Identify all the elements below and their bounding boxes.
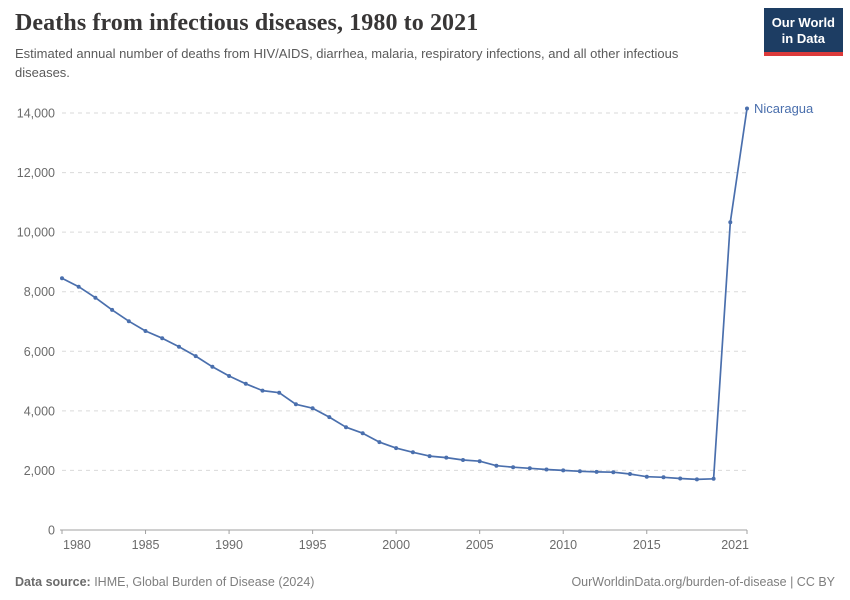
data-point[interactable] xyxy=(461,458,465,462)
data-point[interactable] xyxy=(193,354,198,359)
y-axis-tick-label: 14,000 xyxy=(17,107,55,121)
data-point[interactable] xyxy=(577,469,582,474)
data-point[interactable] xyxy=(477,459,482,464)
x-axis-tick-label: 2010 xyxy=(549,538,577,552)
data-point[interactable] xyxy=(694,477,699,482)
owid-logo-line2: in Data xyxy=(781,31,826,47)
chart-header: Deaths from infectious diseases, 1980 to… xyxy=(15,10,755,83)
data-point[interactable] xyxy=(360,431,365,436)
data-point[interactable] xyxy=(210,364,215,369)
x-axis-tick-label: 2005 xyxy=(466,538,494,552)
data-point[interactable] xyxy=(410,450,415,455)
license-badge: | CC BY xyxy=(786,575,835,589)
data-point[interactable] xyxy=(511,465,516,470)
attribution: OurWorldinData.org/burden-of-disease | C… xyxy=(571,575,835,589)
series-entity-label[interactable]: Nicaragua xyxy=(754,101,814,116)
data-point[interactable] xyxy=(143,329,148,333)
data-point[interactable] xyxy=(60,276,64,281)
x-axis-tick-label: 1995 xyxy=(299,538,327,552)
data-point[interactable] xyxy=(427,454,432,459)
data-source-text: IHME, Global Burden of Disease (2024) xyxy=(90,575,315,589)
data-point[interactable] xyxy=(293,402,298,407)
data-point[interactable] xyxy=(661,475,666,480)
data-point[interactable] xyxy=(160,336,165,341)
data-point[interactable] xyxy=(110,307,115,312)
data-source-label: Data source: xyxy=(15,575,91,589)
x-axis-tick-label: 2000 xyxy=(382,538,410,552)
data-point[interactable] xyxy=(527,466,532,471)
data-point[interactable] xyxy=(544,467,549,472)
data-point[interactable] xyxy=(177,344,181,349)
data-point[interactable] xyxy=(243,381,248,386)
data-point[interactable] xyxy=(494,463,499,468)
owid-logo[interactable]: Our World in Data xyxy=(763,8,843,56)
data-point[interactable] xyxy=(394,446,399,451)
data-point[interactable] xyxy=(745,106,749,111)
chart-footer: Data source: IHME, Global Burden of Dise… xyxy=(15,575,835,589)
data-point[interactable] xyxy=(444,455,449,460)
y-axis-tick-label: 4,000 xyxy=(24,404,55,418)
y-axis-tick-label: 2,000 xyxy=(24,464,55,478)
data-point[interactable] xyxy=(561,468,566,473)
x-axis-tick-label: 2015 xyxy=(633,538,661,552)
data-point[interactable] xyxy=(344,425,348,430)
data-point[interactable] xyxy=(611,470,616,475)
owid-logo-line1: Our World xyxy=(771,15,835,30)
data-point[interactable] xyxy=(260,388,265,393)
x-axis-tick-label: 1985 xyxy=(132,538,160,552)
data-point[interactable] xyxy=(644,474,649,479)
data-point[interactable] xyxy=(310,406,315,411)
data-source-note: Data source: IHME, Global Burden of Dise… xyxy=(15,575,314,589)
y-axis-tick-label: 10,000 xyxy=(17,226,55,240)
data-point[interactable] xyxy=(711,476,716,481)
data-point[interactable] xyxy=(277,390,282,395)
chart-subtitle: Estimated annual number of deaths from H… xyxy=(15,46,679,80)
data-point[interactable] xyxy=(628,472,632,476)
page-title: Deaths from infectious diseases, 1980 to… xyxy=(15,10,479,36)
y-axis-tick-label: 0 xyxy=(48,524,55,538)
y-axis-tick-label: 8,000 xyxy=(24,285,55,299)
data-point[interactable] xyxy=(126,319,131,324)
data-series-line[interactable] xyxy=(61,108,748,481)
y-axis-tick-label: 12,000 xyxy=(17,166,55,180)
owid-url-link[interactable]: OurWorldinData.org/burden-of-disease xyxy=(571,575,787,589)
x-axis-tick-label: 1990 xyxy=(215,538,243,552)
data-point[interactable] xyxy=(594,469,599,474)
data-point[interactable] xyxy=(377,440,382,445)
x-axis-tick-label: 1980 xyxy=(63,538,91,552)
data-point[interactable] xyxy=(678,476,683,481)
y-axis-tick-label: 6,000 xyxy=(24,345,55,359)
x-axis-tick-label: 2021 xyxy=(721,538,749,552)
data-point[interactable] xyxy=(327,415,332,420)
data-point[interactable] xyxy=(93,295,98,300)
data-point[interactable] xyxy=(728,220,733,225)
data-point[interactable] xyxy=(76,284,81,289)
data-point[interactable] xyxy=(227,374,232,378)
